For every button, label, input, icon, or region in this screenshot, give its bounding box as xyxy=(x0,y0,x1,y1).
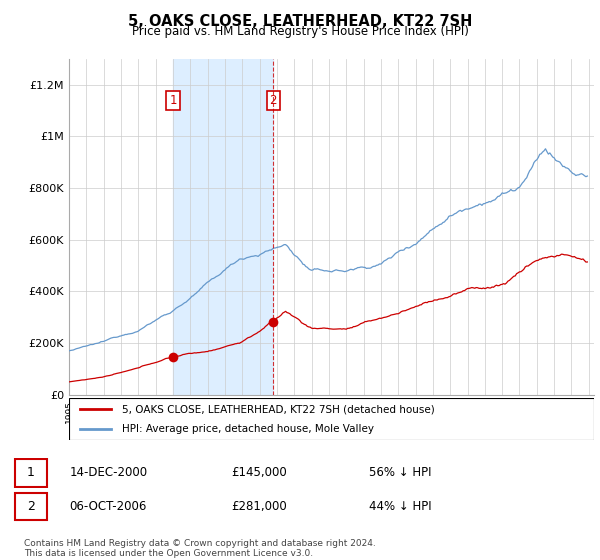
Text: 2: 2 xyxy=(27,500,35,513)
Text: Contains HM Land Registry data © Crown copyright and database right 2024.
This d: Contains HM Land Registry data © Crown c… xyxy=(24,539,376,558)
Text: 14-DEC-2000: 14-DEC-2000 xyxy=(70,466,148,479)
Bar xyxy=(15,459,47,487)
Text: 5, OAKS CLOSE, LEATHERHEAD, KT22 7SH: 5, OAKS CLOSE, LEATHERHEAD, KT22 7SH xyxy=(128,14,472,29)
Bar xyxy=(173,59,273,395)
Text: 56% ↓ HPI: 56% ↓ HPI xyxy=(369,466,431,479)
Text: £281,000: £281,000 xyxy=(231,500,287,513)
Text: 5, OAKS CLOSE, LEATHERHEAD, KT22 7SH (detached house): 5, OAKS CLOSE, LEATHERHEAD, KT22 7SH (de… xyxy=(121,404,434,414)
Bar xyxy=(15,493,47,520)
Text: £145,000: £145,000 xyxy=(231,466,287,479)
Text: Price paid vs. HM Land Registry's House Price Index (HPI): Price paid vs. HM Land Registry's House … xyxy=(131,25,469,38)
Text: 1: 1 xyxy=(27,466,35,479)
Text: HPI: Average price, detached house, Mole Valley: HPI: Average price, detached house, Mole… xyxy=(121,424,373,434)
Text: 1: 1 xyxy=(169,94,177,107)
Text: 44% ↓ HPI: 44% ↓ HPI xyxy=(369,500,432,513)
Text: 06-OCT-2006: 06-OCT-2006 xyxy=(70,500,147,513)
Text: 2: 2 xyxy=(269,94,277,107)
